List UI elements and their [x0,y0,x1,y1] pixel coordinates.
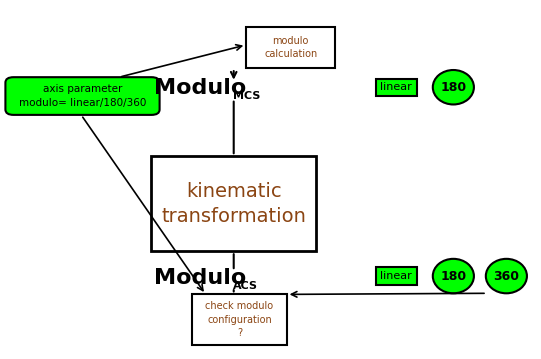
FancyBboxPatch shape [376,267,417,285]
Text: Modulo: Modulo [154,78,247,98]
FancyBboxPatch shape [192,294,287,345]
Text: linear: linear [380,82,412,92]
Ellipse shape [433,259,474,293]
Text: ACS: ACS [233,281,258,291]
FancyBboxPatch shape [5,77,160,115]
FancyBboxPatch shape [376,79,417,96]
Text: axis parameter
modulo= linear/180/360: axis parameter modulo= linear/180/360 [19,84,146,108]
FancyBboxPatch shape [151,156,316,251]
Ellipse shape [433,70,474,104]
Text: 180: 180 [440,81,466,94]
Text: MCS: MCS [233,91,260,101]
FancyBboxPatch shape [246,27,335,68]
Text: 360: 360 [493,270,519,283]
Text: modulo
calculation: modulo calculation [264,36,318,59]
Text: kinematic
transformation: kinematic transformation [162,182,306,226]
Text: check modulo
configuration
?: check modulo configuration ? [206,301,273,338]
Text: 180: 180 [440,270,466,283]
Text: linear: linear [380,271,412,281]
Text: Modulo: Modulo [154,268,247,288]
Ellipse shape [486,259,527,293]
